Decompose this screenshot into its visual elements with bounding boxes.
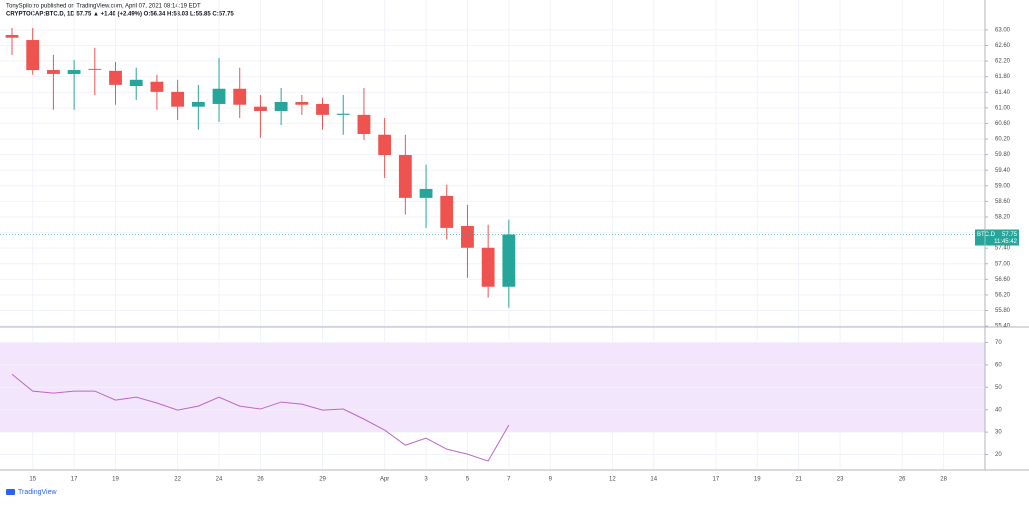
y-tick-label: 60: [995, 362, 1002, 368]
y-tick-label: 60.60: [995, 121, 1011, 127]
candle-body: [440, 195, 454, 228]
candle-body: [274, 102, 288, 111]
rsi-line: [11, 373, 510, 462]
y-tick-label: 55.80: [995, 308, 1011, 314]
x-tick-label: 19: [112, 477, 119, 483]
y-tick-label: 59.40: [995, 168, 1011, 174]
candle-body: [419, 188, 433, 198]
x-tick-label: 3: [424, 477, 428, 483]
y-tick-label: 61.00: [995, 105, 1011, 111]
x-tick-label: 22: [174, 477, 181, 483]
candle-body: [357, 114, 371, 134]
brand-logo: [6, 489, 15, 495]
x-tick-label: 19: [754, 477, 761, 483]
x-tick-label: 23: [837, 477, 844, 483]
y-tick-label: 58.20: [995, 215, 1011, 221]
candle-body: [26, 40, 40, 71]
candle-body: [398, 155, 412, 198]
y-tick-label: 60.20: [995, 137, 1011, 143]
x-tick-label: 24: [216, 477, 223, 483]
y-tick-label: 56.20: [995, 293, 1011, 299]
candle-body: [461, 225, 474, 248]
candle-body: [295, 102, 309, 105]
y-tick-label: 62.20: [995, 59, 1011, 65]
x-tick-label: 14: [650, 477, 657, 483]
price-label-value: 57.75: [1002, 232, 1018, 238]
candle-body: [481, 247, 495, 287]
x-tick-label: 17: [71, 477, 78, 483]
candle-body: [502, 234, 516, 287]
candle-body: [46, 70, 60, 74]
y-tick-label: 61.40: [995, 90, 1011, 96]
header-line: TonySpilotro published on TradingView.co…: [6, 4, 201, 10]
y-tick-label: 58.60: [995, 199, 1011, 205]
x-tick-label: 9: [549, 477, 553, 483]
y-tick-label: 61.80: [995, 74, 1011, 80]
x-tick-label: 28: [940, 477, 947, 483]
x-tick-label: Apr: [380, 477, 389, 483]
candle-body: [378, 134, 392, 156]
x-tick-label: 7: [507, 477, 511, 483]
candle-body: [171, 91, 185, 107]
candle-body: [233, 88, 247, 105]
y-tick-label: 59.80: [995, 152, 1011, 158]
candle-body: [109, 70, 122, 85]
candle-body: [254, 106, 267, 111]
x-tick-label: 15: [29, 477, 36, 483]
y-tick-label: 57.00: [995, 261, 1011, 267]
x-tick-label: 26: [257, 477, 264, 483]
price-label-box: [975, 229, 1019, 246]
candle-body: [336, 113, 350, 115]
header-symbol: CRYPTOCAP:BTC.D, 1D 57.75 ▲ +1.40 (+2.49…: [6, 12, 234, 18]
y-tick-label: 70: [995, 340, 1002, 346]
candle-body: [191, 102, 205, 107]
price-label-symbol: BTC.D: [977, 232, 996, 238]
brand: TradingView: [6, 489, 57, 496]
price-label-countdown: 11:45:42: [994, 239, 1018, 245]
brand-text: TradingView: [18, 489, 57, 496]
y-tick-label: 62.60: [995, 43, 1011, 49]
x-tick-label: 5: [466, 477, 470, 483]
y-tick-label: 30: [995, 430, 1002, 436]
candle-body: [150, 81, 164, 92]
candle-body: [5, 34, 19, 38]
candle-body: [67, 70, 81, 74]
y-tick-label: 59.00: [995, 183, 1011, 189]
x-tick-label: 29: [319, 477, 326, 483]
y-tick-label: 56.60: [995, 277, 1011, 283]
candle-body: [129, 79, 143, 87]
y-tick-label: 20: [995, 452, 1002, 458]
candle-body: [212, 88, 226, 104]
y-tick-label: 57.40: [995, 246, 1011, 252]
y-tick-label: 63.00: [995, 27, 1011, 33]
x-tick-label: 17: [713, 477, 720, 483]
x-tick-label: 12: [609, 477, 616, 483]
candle-body: [316, 103, 329, 115]
y-tick-label: 50: [995, 385, 1002, 391]
candle-body: [88, 68, 102, 70]
x-tick-label: 26: [899, 477, 906, 483]
y-tick-label: 40: [995, 407, 1002, 413]
x-tick-label: 21: [795, 477, 802, 483]
